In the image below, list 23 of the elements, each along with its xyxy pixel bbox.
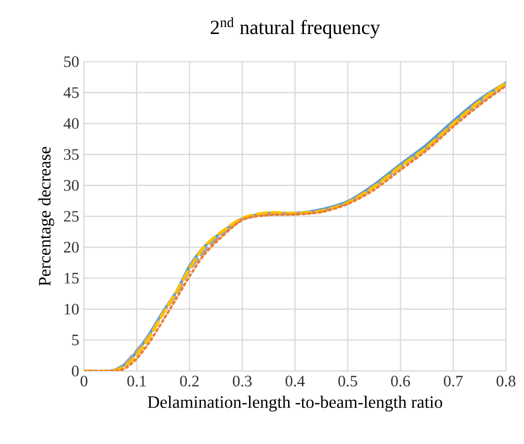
y-tick-label: 5 (72, 334, 79, 346)
y-tick-label: 10 (64, 304, 79, 315)
y-tick-label: 15 (64, 272, 79, 284)
x-tick-label: 0.2 (180, 376, 199, 387)
y-axis-title: Percentage decrease (38, 146, 54, 286)
x-tick-label: 0.4 (286, 376, 305, 387)
y-tick-label: 0 (72, 366, 79, 376)
y-tick-label: 35 (64, 149, 79, 160)
y-tick-label: 50 (64, 56, 79, 68)
x-tick-label: 0.7 (444, 376, 463, 387)
x-tick-label: 0 (80, 376, 88, 386)
y-tick-label: 30 (64, 180, 79, 191)
y-tick-label: 45 (64, 87, 79, 98)
y-tick-label: 20 (64, 242, 79, 253)
x-tick-label: 0.3 (232, 376, 252, 387)
y-tick-label: 40 (64, 118, 79, 129)
chart-title: 2$^{nd}$ natural frequency (210, 17, 380, 38)
x-axis-title: Delamination-length -to-beam-length ratio (148, 396, 442, 412)
x-tick-label: 0.5 (338, 376, 358, 387)
y-tick-label: 25 (64, 210, 79, 222)
x-tick-label: 0.8 (496, 376, 516, 387)
x-tick-label: 0.1 (127, 376, 146, 387)
x-tick-label: 0.6 (391, 376, 410, 387)
